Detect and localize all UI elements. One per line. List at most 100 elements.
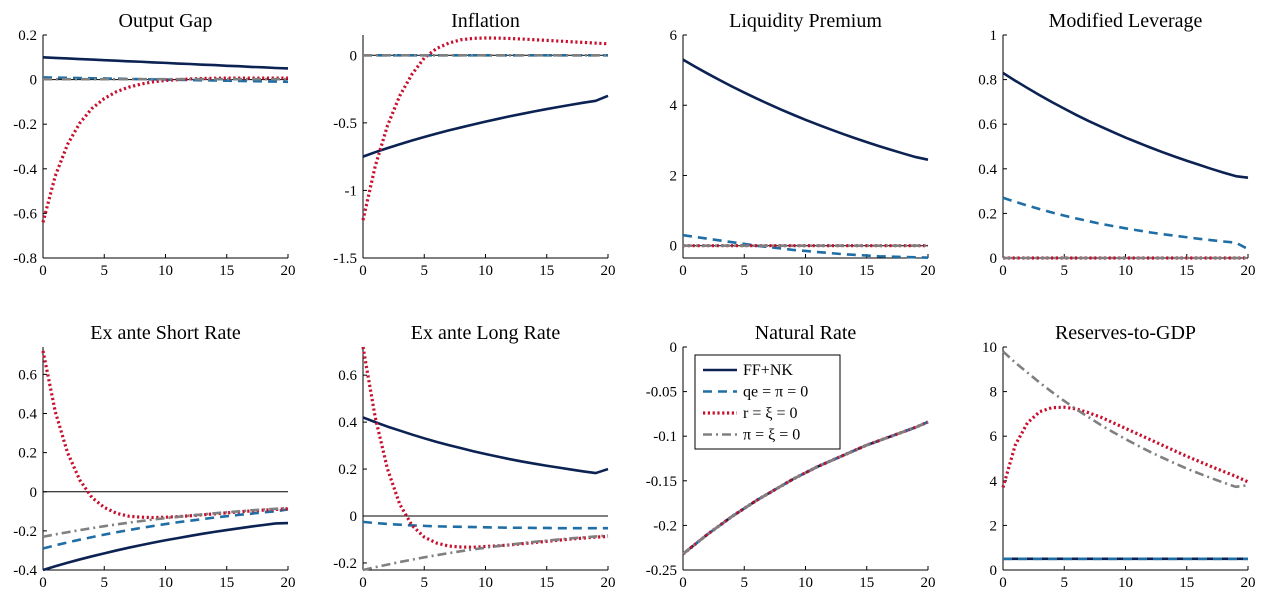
panel-title: Liquidity Premium [729, 10, 882, 32]
legend: FF+NK qe = π = 0 r = ξ = 0 π = ξ = 0 [694, 354, 841, 450]
y-tick-label: 0.6 [978, 117, 997, 133]
legend-label: FF+NK [743, 362, 793, 379]
x-tick-label: 0 [39, 575, 47, 591]
x-tick-label: 10 [798, 575, 813, 591]
series-line-ff-nk [42, 521, 289, 572]
panel-title: Natural Rate [755, 322, 857, 344]
y-tick-label: 6 [990, 429, 998, 445]
x-tick-label: 0 [999, 263, 1007, 279]
x-tick-label: 15 [1179, 575, 1194, 591]
y-tick-label: 1 [990, 28, 998, 44]
y-tick-label: -0.2 [333, 556, 357, 572]
y-tick-label: 2 [670, 168, 678, 184]
y-tick-label: -0.25 [646, 563, 677, 579]
x-tick-label: 5 [1061, 575, 1069, 591]
panel-title: Modified Leverage [1049, 10, 1203, 32]
x-tick-label: 20 [921, 263, 936, 279]
y-tick-label: 0 [670, 239, 678, 255]
x-tick-label: 15 [219, 263, 234, 279]
plot-frame [363, 35, 608, 258]
y-tick-label: -0.05 [646, 385, 677, 401]
x-tick-label: 10 [798, 263, 813, 279]
panel-reserves-to-gdp: Reserves-to-GDP 0 5 10 15 20 0 2 4 6 8 10 [982, 322, 1256, 591]
x-tick-label: 20 [1241, 575, 1256, 591]
y-tick-label: -0.15 [646, 474, 677, 490]
y-tick-label: 0.6 [338, 368, 357, 384]
legend-label: π = ξ = 0 [743, 427, 800, 444]
x-tick-label: 15 [859, 263, 874, 279]
y-tick-label: 0 [350, 509, 358, 525]
y-tick-label: -0.1 [653, 429, 677, 445]
y-tick-label: 0 [30, 485, 38, 501]
panel-modified-leverage: Modified Leverage 0 5 10 15 20 0 0.2 0.4 0.6 0.8 1 [978, 10, 1255, 279]
x-tick-label: 10 [1118, 575, 1133, 591]
x-tick-label: 10 [1118, 263, 1133, 279]
series-line-r-0 [41, 350, 289, 520]
plot-frame [43, 347, 288, 570]
y-tick-label: 0.4 [978, 162, 997, 178]
x-tick-label: 20 [281, 263, 296, 279]
x-tick-label: 0 [679, 575, 687, 591]
x-tick-label: 10 [478, 263, 493, 279]
y-tick-label: 10 [982, 340, 997, 356]
x-tick-label: 20 [281, 575, 296, 591]
y-tick-label: -1 [345, 183, 358, 199]
legend-label: qe = π = 0 [743, 384, 808, 401]
series-line-ff-nk [1002, 71, 1249, 180]
plot-frame [43, 35, 288, 258]
plot-frame [1003, 35, 1248, 258]
series-line-qe-0 [42, 508, 289, 550]
y-tick-label: 4 [670, 98, 678, 114]
x-tick-label: 20 [601, 575, 616, 591]
panel-ex-ante-short-rate: Ex ante Short Rate 0 5 10 15 20 -0.4 -0.2 0 0.2 0.… [13, 322, 295, 591]
series-line-ff-nk [362, 416, 609, 475]
series-line-r-0 [361, 346, 609, 549]
y-tick-label: -0.4 [13, 563, 37, 579]
panel-title: Inflation [451, 10, 520, 32]
y-tick-label: -0.4 [13, 162, 37, 178]
x-tick-label: 0 [679, 263, 687, 279]
y-tick-label: 0 [30, 73, 38, 89]
series-line-ff-nk [42, 56, 289, 70]
x-tick-label: 5 [421, 575, 429, 591]
y-tick-label: 0 [990, 251, 998, 267]
x-tick-label: 0 [359, 263, 367, 279]
x-tick-label: 10 [158, 575, 173, 591]
y-tick-label: -0.2 [653, 518, 677, 534]
x-tick-label: 15 [539, 263, 554, 279]
x-tick-label: 20 [601, 263, 616, 279]
x-tick-label: 15 [1179, 263, 1194, 279]
plot-frame [683, 35, 928, 258]
y-tick-label: 0 [350, 48, 358, 64]
series-line-0 [362, 534, 609, 572]
y-tick-label: 0 [990, 563, 998, 579]
panel-title: Ex ante Short Rate [90, 322, 241, 344]
x-tick-label: 5 [101, 263, 109, 279]
x-tick-label: 5 [1061, 263, 1069, 279]
series-line-r-0 [41, 76, 288, 223]
legend-label: r = ξ = 0 [743, 405, 798, 422]
y-tick-label: 8 [990, 385, 998, 401]
series-line-qe-0 [362, 520, 608, 530]
series-line-r-0 [1001, 405, 1249, 488]
y-tick-label: -0.6 [13, 206, 37, 222]
y-tick-label: 0.4 [338, 415, 357, 431]
series-line-ff-nk [362, 94, 609, 158]
x-tick-label: 20 [1241, 263, 1256, 279]
panel-inflation: Inflation 0 5 10 15 20 -1.5 -1 -0.5 0 [333, 10, 615, 279]
y-tick-label: -0.8 [13, 251, 37, 267]
x-tick-label: 15 [859, 575, 874, 591]
y-tick-label: 6 [670, 28, 678, 44]
panel-output-gap: Output Gap 0 5 10 15 20 -0.8 -0.6 -0.4 -0.2 0 0.2 [13, 10, 295, 279]
y-tick-label: 0.2 [978, 206, 997, 222]
panel-natural-rate: Natural Rate 0 5 10 15 20 -0.25 -0.2 -0.15 -0.1 -0… [646, 322, 936, 591]
x-tick-label: 0 [39, 263, 47, 279]
y-tick-label: 2 [990, 518, 998, 534]
y-tick-label: 0.6 [18, 367, 37, 383]
y-tick-label: 0 [670, 340, 678, 356]
x-tick-label: 0 [999, 575, 1007, 591]
panel-liquidity-premium: Liquidity Premium 0 5 10 15 20 0 2 4 6 [670, 10, 936, 279]
x-tick-label: 20 [921, 575, 936, 591]
